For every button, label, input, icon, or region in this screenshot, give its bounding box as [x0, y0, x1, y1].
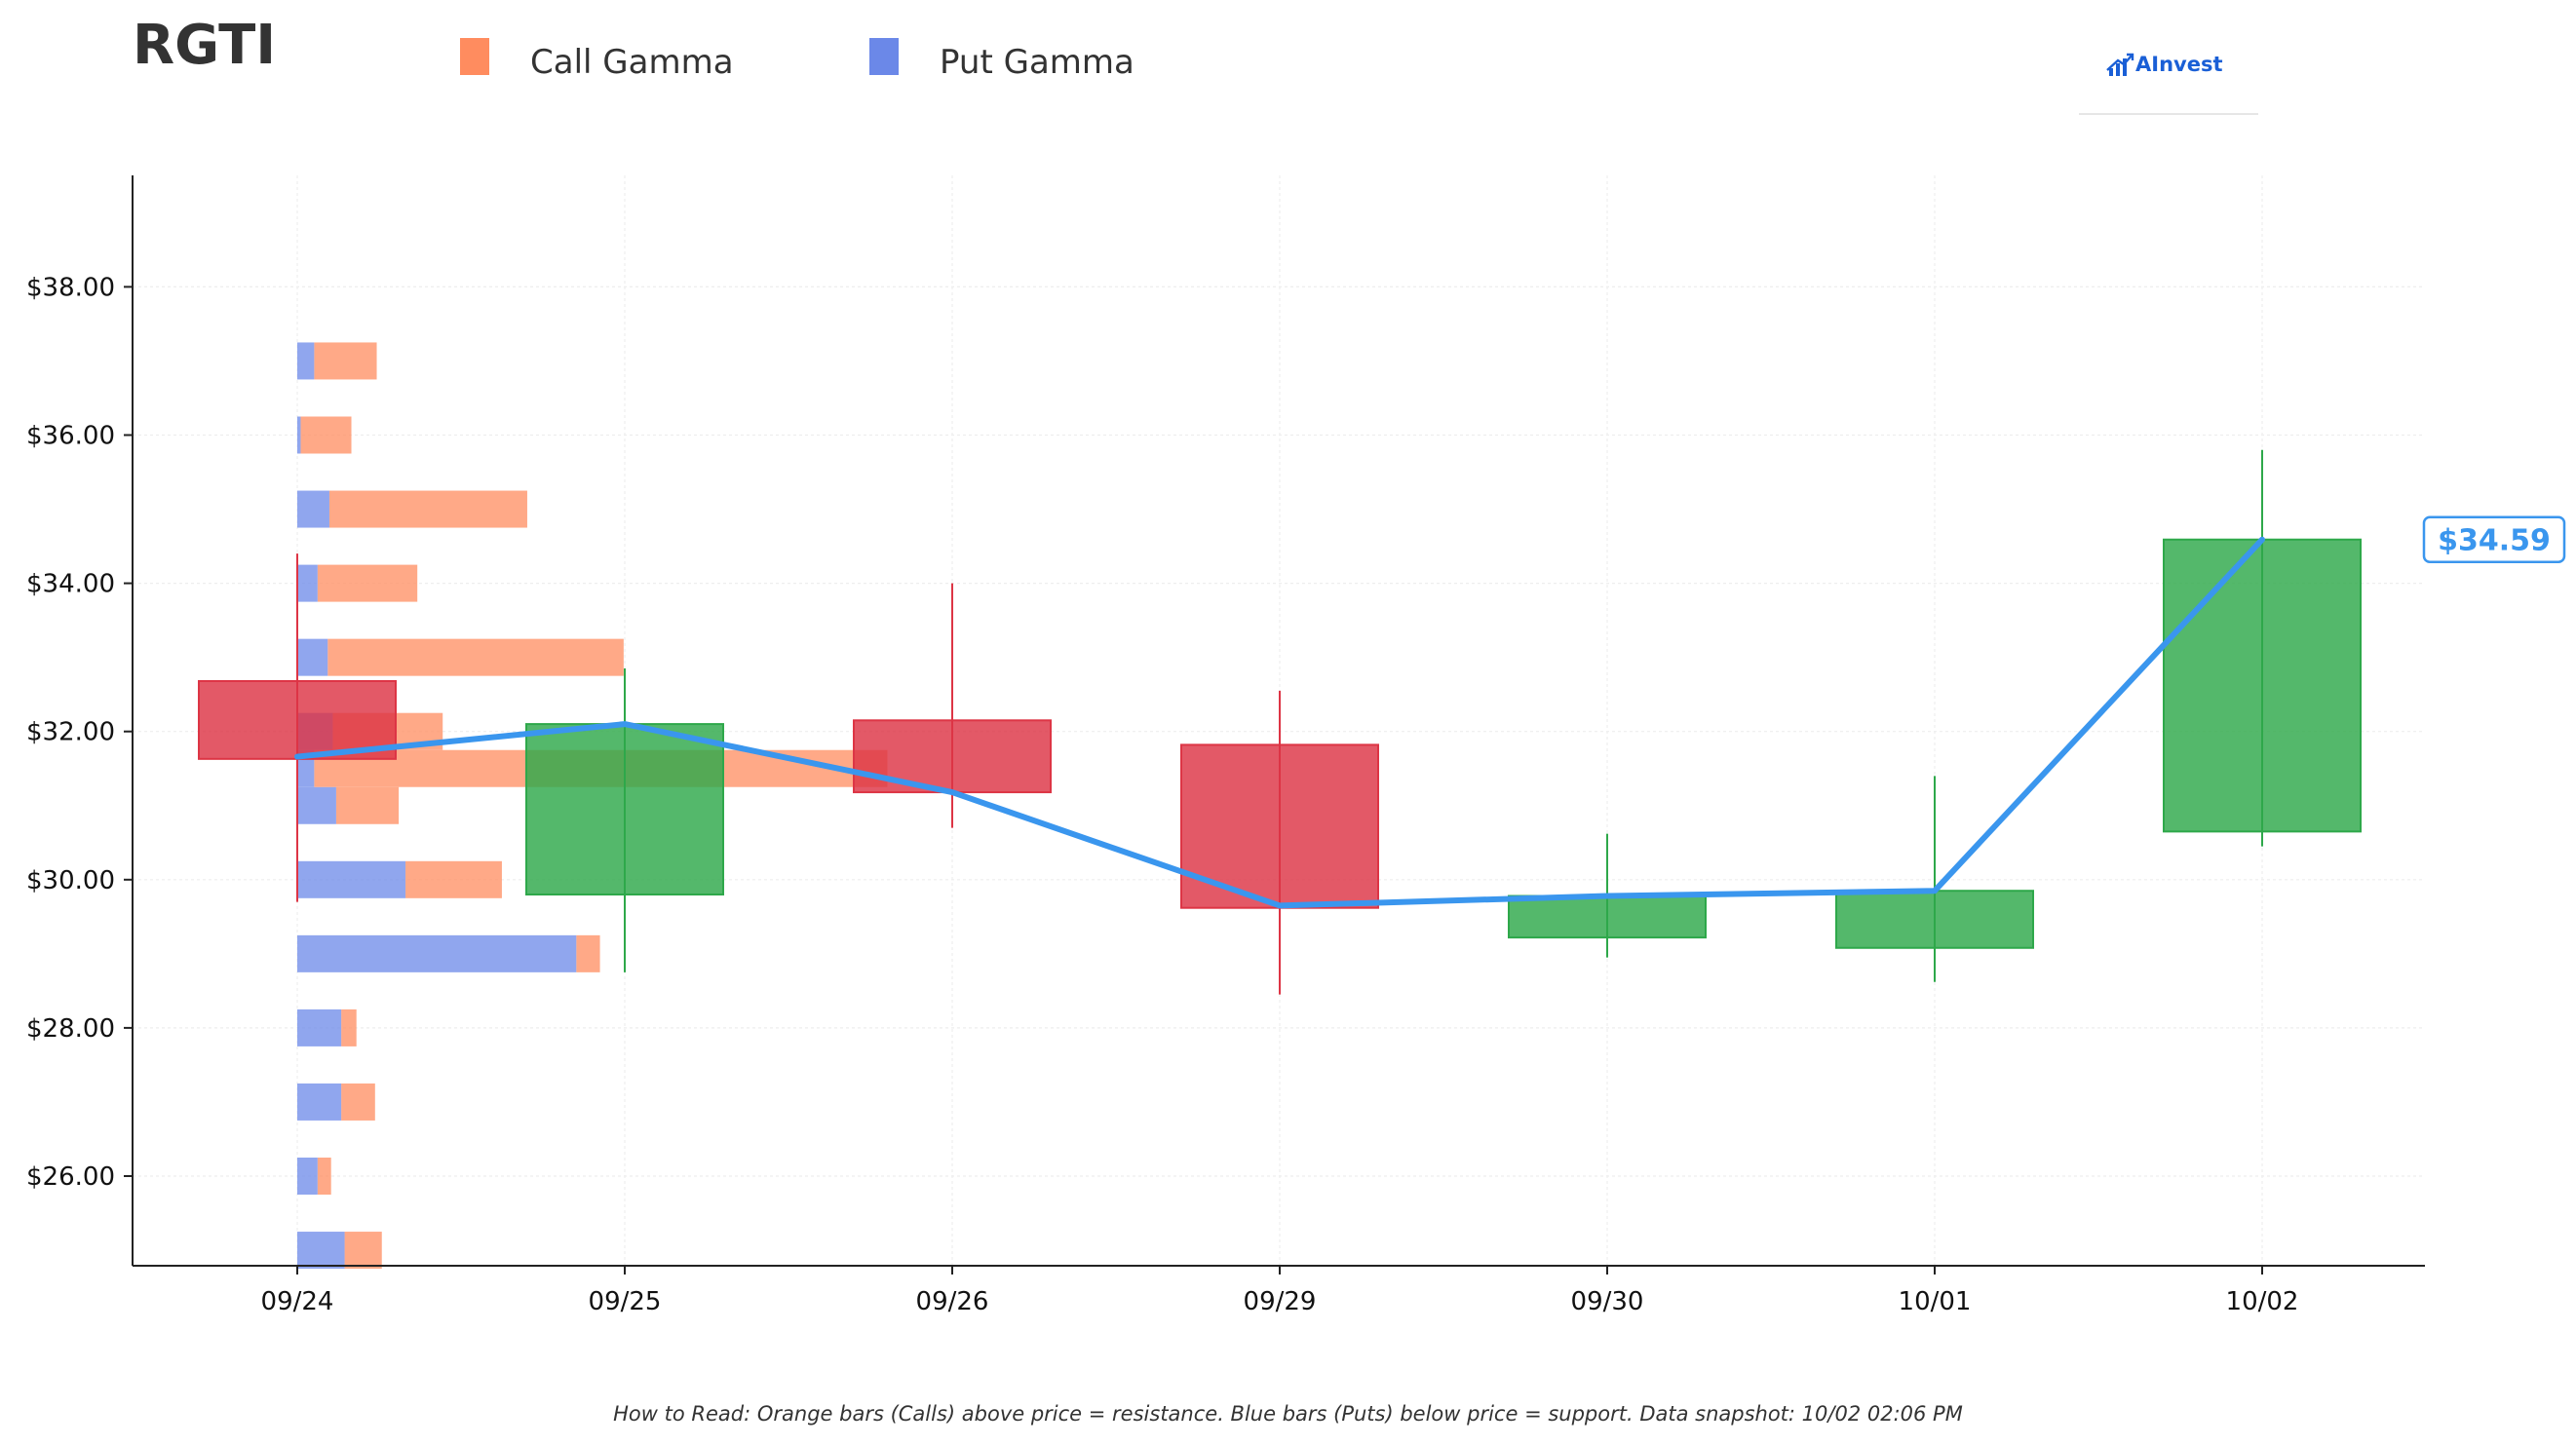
put-gamma-bar [297, 564, 318, 602]
x-tick-label: 10/02 [2226, 1287, 2299, 1316]
close-price-line [294, 536, 2265, 909]
chart-title: RGTI [133, 14, 277, 77]
x-tick-label: 09/26 [916, 1287, 989, 1316]
close-price-line-path [294, 536, 2265, 909]
candle-body [853, 719, 1052, 794]
call-gamma-bar [300, 416, 352, 454]
price-label: $34.59 [2422, 515, 2566, 563]
put-gamma-bar [297, 1158, 318, 1195]
call-gamma-bar [314, 342, 377, 380]
call-gamma-bar [328, 490, 527, 528]
x-tick-label: 10/01 [1899, 1287, 1972, 1316]
call-gamma-bar [317, 1158, 331, 1195]
legend-item-put-gamma: Put Gamma [869, 35, 1134, 82]
put-gamma-bar [297, 342, 315, 380]
x-tick-label: 09/24 [261, 1287, 334, 1316]
legend-label-call: Call Gamma [530, 43, 734, 82]
legend-swatch-call [460, 38, 489, 75]
legend-item-call-gamma: Call Gamma [460, 35, 734, 82]
legend-label-put: Put Gamma [940, 43, 1134, 82]
put-gamma-bar [297, 934, 577, 972]
x-tick-label: 09/25 [589, 1287, 662, 1316]
legend-swatch-put [869, 38, 899, 75]
ainvest-logo: AInvest [2079, 43, 2258, 115]
y-tick-label: $36.00 [26, 422, 115, 451]
put-gamma-bar [297, 1008, 342, 1046]
put-gamma-bar [297, 416, 301, 454]
y-tick-label: $28.00 [26, 1014, 115, 1044]
put-gamma-bar [297, 638, 328, 676]
call-gamma-bar [344, 1232, 382, 1270]
last-price-badge [2422, 515, 2566, 563]
candle-body [1508, 894, 1707, 939]
call-gamma-bar [317, 564, 418, 602]
call-gamma-bar [405, 860, 502, 898]
bar-chart-arrow-icon [2106, 53, 2134, 76]
candle-body [2163, 538, 2362, 833]
footnote: How to Read: Orange bars (Calls) above p… [613, 1402, 1963, 1426]
candle-body [525, 723, 724, 896]
y-tick-label: $30.00 [26, 866, 115, 895]
call-gamma-bar [327, 638, 624, 676]
y-tick-label: $26.00 [26, 1162, 115, 1192]
y-tick-label: $32.00 [26, 718, 115, 747]
call-gamma-bar [576, 934, 600, 972]
logo-text: AInvest [2135, 53, 2223, 76]
x-tick-label: 09/29 [1244, 1287, 1317, 1316]
y-tick-label: $34.00 [26, 570, 115, 599]
put-gamma-bar [297, 490, 329, 528]
put-gamma-bar [297, 1083, 342, 1121]
candles [198, 449, 2362, 995]
candle-body [198, 679, 397, 760]
put-gamma-bar [297, 786, 336, 824]
call-gamma-bar [341, 1008, 357, 1046]
call-gamma-bar [335, 786, 400, 824]
candle-body [1835, 890, 2034, 949]
last-price-label: $34.59 [2438, 524, 2551, 558]
y-tick-label: $38.00 [26, 273, 115, 302]
x-tick-label: 09/30 [1571, 1287, 1644, 1316]
call-gamma-bar [341, 1083, 375, 1121]
put-gamma-bar [297, 860, 406, 898]
put-gamma-bar [297, 1232, 345, 1270]
axes: $26.00 $28.00 $30.00 $32.00 $34.00 $36.00 $38.… [26, 175, 2425, 1316]
